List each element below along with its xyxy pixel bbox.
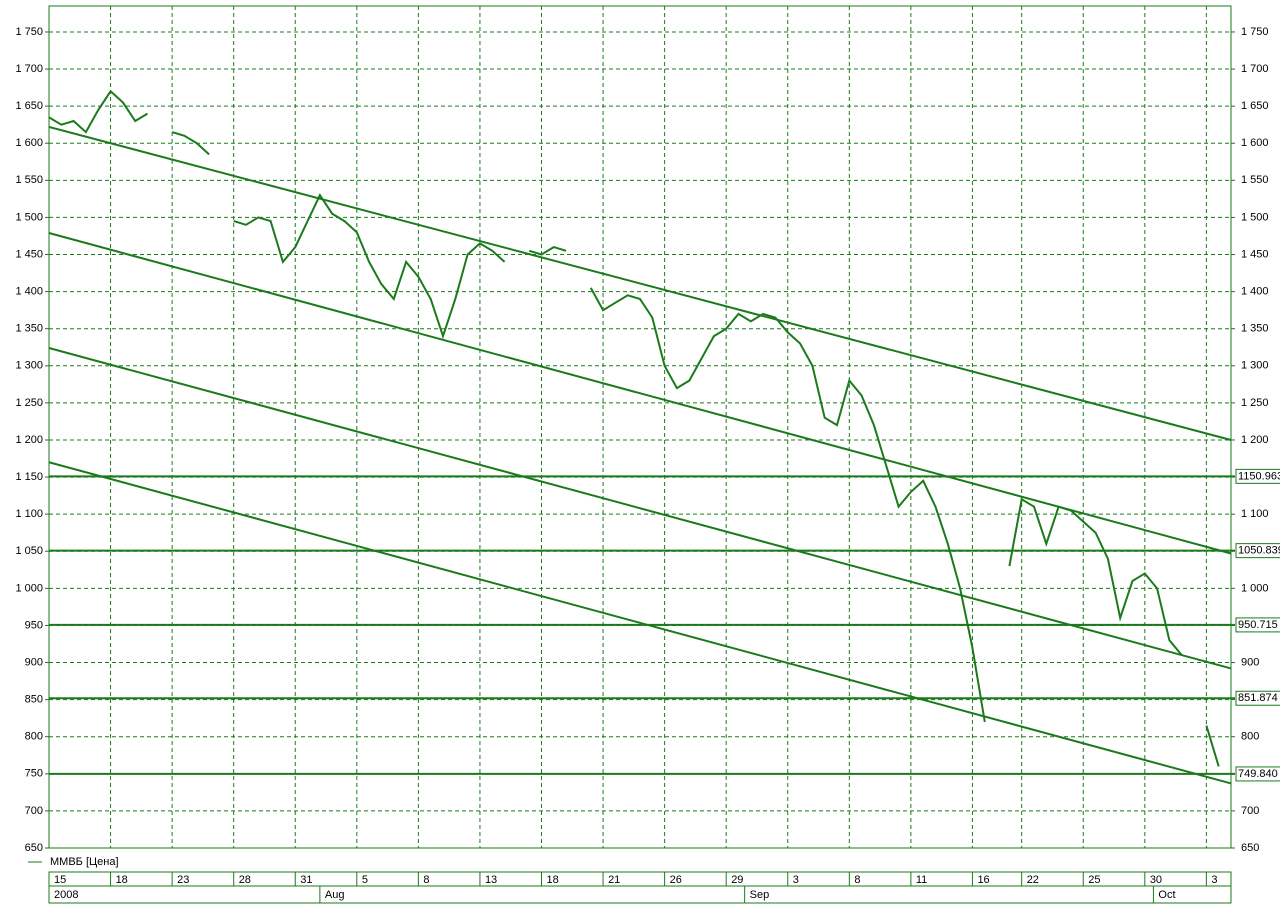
y-tick-label: 1 600 bbox=[1241, 137, 1269, 149]
price-line bbox=[48, 89, 1220, 767]
y-tick-label: 750 bbox=[25, 768, 43, 780]
y-tick-label: 1 650 bbox=[15, 100, 43, 112]
y-tick-label: 650 bbox=[25, 842, 43, 854]
y-tick-label: 1 050 bbox=[15, 545, 43, 557]
level-box bbox=[1235, 690, 1280, 706]
y-tick-label: 1 350 bbox=[1241, 323, 1269, 335]
y-tick-label: 800 bbox=[25, 731, 43, 743]
level-label: 749.840 bbox=[1238, 768, 1278, 780]
trend-line bbox=[48, 125, 1232, 441]
x-tick-label: 28 bbox=[239, 874, 251, 886]
level-label: 1150.963 bbox=[1238, 470, 1280, 482]
y-tick-label: 950 bbox=[25, 619, 43, 631]
x-tick-label: 5 bbox=[362, 874, 368, 886]
level-label: 950.715 bbox=[1238, 619, 1278, 631]
y-tick-label: 1 250 bbox=[15, 397, 43, 409]
legend-label: ММВБ [Цена] bbox=[50, 856, 119, 868]
level-box bbox=[1235, 543, 1280, 559]
month-label: Oct bbox=[1158, 889, 1175, 901]
y-tick-label: 1 300 bbox=[1241, 360, 1269, 372]
trend-line bbox=[48, 347, 1232, 670]
y-tick-label: 850 bbox=[25, 694, 43, 706]
trend-line bbox=[48, 232, 1232, 555]
y-tick-label: 1 100 bbox=[1241, 508, 1269, 520]
y-tick-label: 1 500 bbox=[15, 211, 43, 223]
x-tick-label: 15 bbox=[54, 874, 66, 886]
y-tick-label: 1 700 bbox=[15, 63, 43, 75]
month-label: 2008 bbox=[54, 889, 78, 901]
y-tick-label: 1 350 bbox=[15, 323, 43, 335]
plot-frame bbox=[48, 5, 1232, 849]
y-tick-label: 1 150 bbox=[15, 471, 43, 483]
level-box bbox=[1235, 617, 1280, 633]
y-tick-label: 800 bbox=[1241, 731, 1259, 743]
x-axis-box bbox=[48, 871, 1232, 904]
x-tick-label: 18 bbox=[116, 874, 128, 886]
x-tick-label: 31 bbox=[300, 874, 312, 886]
y-tick-label: 1 200 bbox=[1241, 434, 1269, 446]
y-tick-label: 1 250 bbox=[1241, 397, 1269, 409]
y-tick-label: 700 bbox=[25, 805, 43, 817]
y-tick-label: 1 750 bbox=[15, 26, 43, 38]
x-tick-label: 25 bbox=[1088, 874, 1100, 886]
x-tick-label: 3 bbox=[793, 874, 799, 886]
y-tick-label: 1 550 bbox=[1241, 174, 1269, 186]
x-tick-label: 18 bbox=[547, 874, 559, 886]
x-tick-label: 30 bbox=[1150, 874, 1162, 886]
y-tick-label: 1 100 bbox=[15, 508, 43, 520]
x-tick-label: 13 bbox=[485, 874, 497, 886]
y-tick-label: 1 300 bbox=[15, 360, 43, 372]
month-label: Sep bbox=[750, 889, 770, 901]
x-tick-label: 3 bbox=[1211, 874, 1217, 886]
x-tick-label: 16 bbox=[977, 874, 989, 886]
y-tick-label: 1 000 bbox=[1241, 582, 1269, 594]
trend-line bbox=[48, 461, 1232, 785]
y-tick-label: 1 400 bbox=[1241, 286, 1269, 298]
x-tick-label: 22 bbox=[1027, 874, 1039, 886]
level-label: 851.874 bbox=[1238, 692, 1278, 704]
y-tick-label: 1 450 bbox=[15, 248, 43, 260]
x-tick-label: 29 bbox=[731, 874, 743, 886]
y-tick-label: 650 bbox=[1241, 842, 1259, 854]
x-tick-label: 26 bbox=[670, 874, 682, 886]
month-label: Aug bbox=[325, 889, 345, 901]
y-tick-label: 1 400 bbox=[15, 286, 43, 298]
y-tick-label: 900 bbox=[1241, 656, 1259, 668]
level-label: 1050.839 bbox=[1238, 545, 1280, 557]
y-tick-label: 1 000 bbox=[15, 582, 43, 594]
level-box bbox=[1235, 468, 1280, 484]
x-tick-label: 23 bbox=[177, 874, 189, 886]
x-tick-label: 21 bbox=[608, 874, 620, 886]
y-tick-label: 1 750 bbox=[1241, 26, 1269, 38]
x-tick-label: 11 bbox=[916, 874, 927, 886]
y-tick-label: 1 450 bbox=[1241, 248, 1269, 260]
x-tick-label: 8 bbox=[423, 874, 429, 886]
y-tick-label: 1 650 bbox=[1241, 100, 1269, 112]
y-tick-label: 1 500 bbox=[1241, 211, 1269, 223]
y-tick-label: 1 600 bbox=[15, 137, 43, 149]
y-tick-label: 1 550 bbox=[15, 174, 43, 186]
y-tick-label: 700 bbox=[1241, 805, 1259, 817]
y-tick-label: 1 700 bbox=[1241, 63, 1269, 75]
level-box bbox=[1235, 766, 1280, 782]
y-tick-label: 900 bbox=[25, 656, 43, 668]
y-tick-label: 1 200 bbox=[15, 434, 43, 446]
x-tick-label: 8 bbox=[854, 874, 860, 886]
